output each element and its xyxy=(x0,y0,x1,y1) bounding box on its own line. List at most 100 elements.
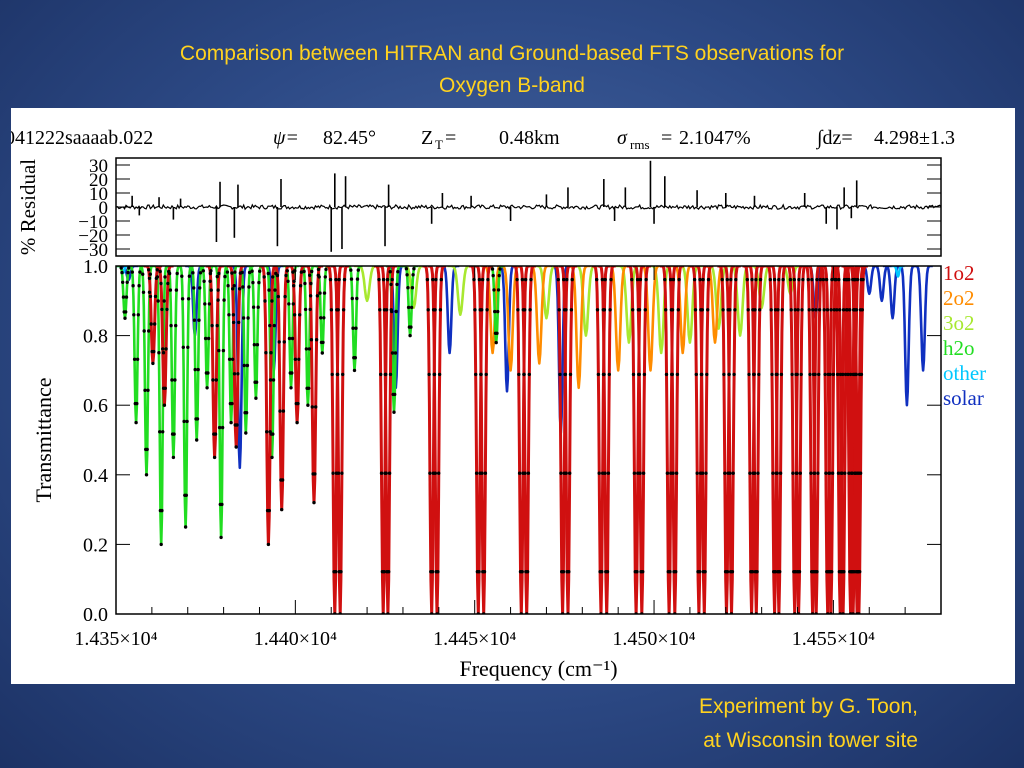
observed-point xyxy=(164,347,168,351)
observed-point xyxy=(315,294,320,298)
observed-point xyxy=(214,378,218,382)
legend-entry-other: other xyxy=(943,361,986,385)
observed-point xyxy=(494,340,498,345)
observed-point xyxy=(824,277,829,282)
observed-point xyxy=(669,308,674,312)
observed-point xyxy=(381,277,386,282)
transmittance-tick-label: 0.6 xyxy=(83,395,108,417)
observed-point xyxy=(295,420,299,425)
observed-point xyxy=(603,471,607,475)
observed-point xyxy=(180,297,185,301)
observed-point xyxy=(720,277,724,282)
observed-point xyxy=(195,417,200,421)
observed-point xyxy=(567,570,571,574)
observed-point xyxy=(826,372,830,377)
observed-point xyxy=(410,286,415,290)
observed-point xyxy=(568,372,573,377)
observed-point xyxy=(695,471,699,475)
observed-point xyxy=(668,277,673,282)
observed-point xyxy=(703,570,707,574)
observed-point xyxy=(328,277,333,282)
observed-point xyxy=(263,299,267,303)
observed-point xyxy=(310,269,314,274)
absorption-line-other xyxy=(890,266,906,278)
observed-point xyxy=(431,308,436,312)
observed-point xyxy=(382,308,387,312)
observed-point xyxy=(729,277,733,282)
observed-point xyxy=(722,372,726,377)
absorption-line-h2o xyxy=(176,266,195,529)
observed-point xyxy=(271,432,275,436)
observed-point xyxy=(193,367,197,372)
observed-point xyxy=(258,269,262,273)
observed-point xyxy=(609,277,613,282)
observed-point xyxy=(847,277,851,282)
observed-point xyxy=(789,308,793,312)
observed-point xyxy=(830,471,835,475)
observed-point xyxy=(437,471,441,475)
observed-point xyxy=(335,372,340,377)
observed-point xyxy=(523,471,527,475)
observed-point xyxy=(635,570,639,574)
observed-point xyxy=(745,277,749,282)
observed-point xyxy=(158,430,162,434)
observed-point xyxy=(242,363,246,368)
residual-tick-label: −30 xyxy=(78,240,108,261)
observed-point xyxy=(322,316,326,320)
observed-point xyxy=(230,271,234,275)
observed-point xyxy=(705,372,709,377)
observed-point xyxy=(135,401,139,406)
observed-point xyxy=(607,372,611,377)
footer-line2: at Wisconsin tower site xyxy=(703,729,918,752)
observed-point xyxy=(161,430,165,434)
observed-point xyxy=(225,270,230,274)
observed-point xyxy=(162,299,166,303)
observed-point xyxy=(595,308,600,312)
observed-point xyxy=(149,322,153,326)
observed-point xyxy=(835,372,840,377)
observed-point xyxy=(748,471,752,475)
observed-point xyxy=(843,471,847,475)
observed-point xyxy=(252,343,257,347)
observed-point xyxy=(793,308,797,312)
observed-point xyxy=(271,378,276,382)
observed-point xyxy=(220,425,225,430)
spectrum-figure: 041222saaaab.022 ψ= 82.45° Z T = 0.48km … xyxy=(11,108,1015,684)
observed-point xyxy=(385,277,390,282)
observed-point xyxy=(755,570,759,574)
observed-point xyxy=(521,308,525,312)
observed-point xyxy=(788,277,793,282)
observed-point xyxy=(245,363,250,368)
observed-point xyxy=(330,372,334,377)
observed-point xyxy=(165,307,169,312)
observed-point xyxy=(630,277,634,282)
observed-point xyxy=(247,270,252,275)
observed-point xyxy=(124,295,129,299)
observed-point xyxy=(159,281,163,286)
observed-point xyxy=(170,378,174,382)
observed-point xyxy=(635,277,640,282)
observed-point xyxy=(728,471,732,475)
observed-point xyxy=(812,471,817,475)
observed-point xyxy=(839,471,844,475)
observed-point xyxy=(220,502,224,507)
observed-point xyxy=(843,372,848,377)
observed-point xyxy=(808,372,812,377)
residual-line xyxy=(115,203,942,211)
observed-point xyxy=(233,270,237,274)
observed-point xyxy=(217,425,222,430)
observed-point xyxy=(495,331,499,335)
observed-point xyxy=(256,305,260,309)
observed-point xyxy=(226,284,230,288)
observed-point xyxy=(751,308,755,312)
observed-point xyxy=(155,268,159,272)
observed-point xyxy=(846,372,850,377)
observed-point xyxy=(355,277,360,281)
observed-point xyxy=(180,274,184,278)
observed-point xyxy=(321,340,325,345)
observed-point xyxy=(169,323,173,328)
observed-point xyxy=(320,351,324,355)
observed-point xyxy=(324,267,328,272)
observed-point xyxy=(480,277,485,282)
residual-tick-label: 0 xyxy=(99,198,109,219)
